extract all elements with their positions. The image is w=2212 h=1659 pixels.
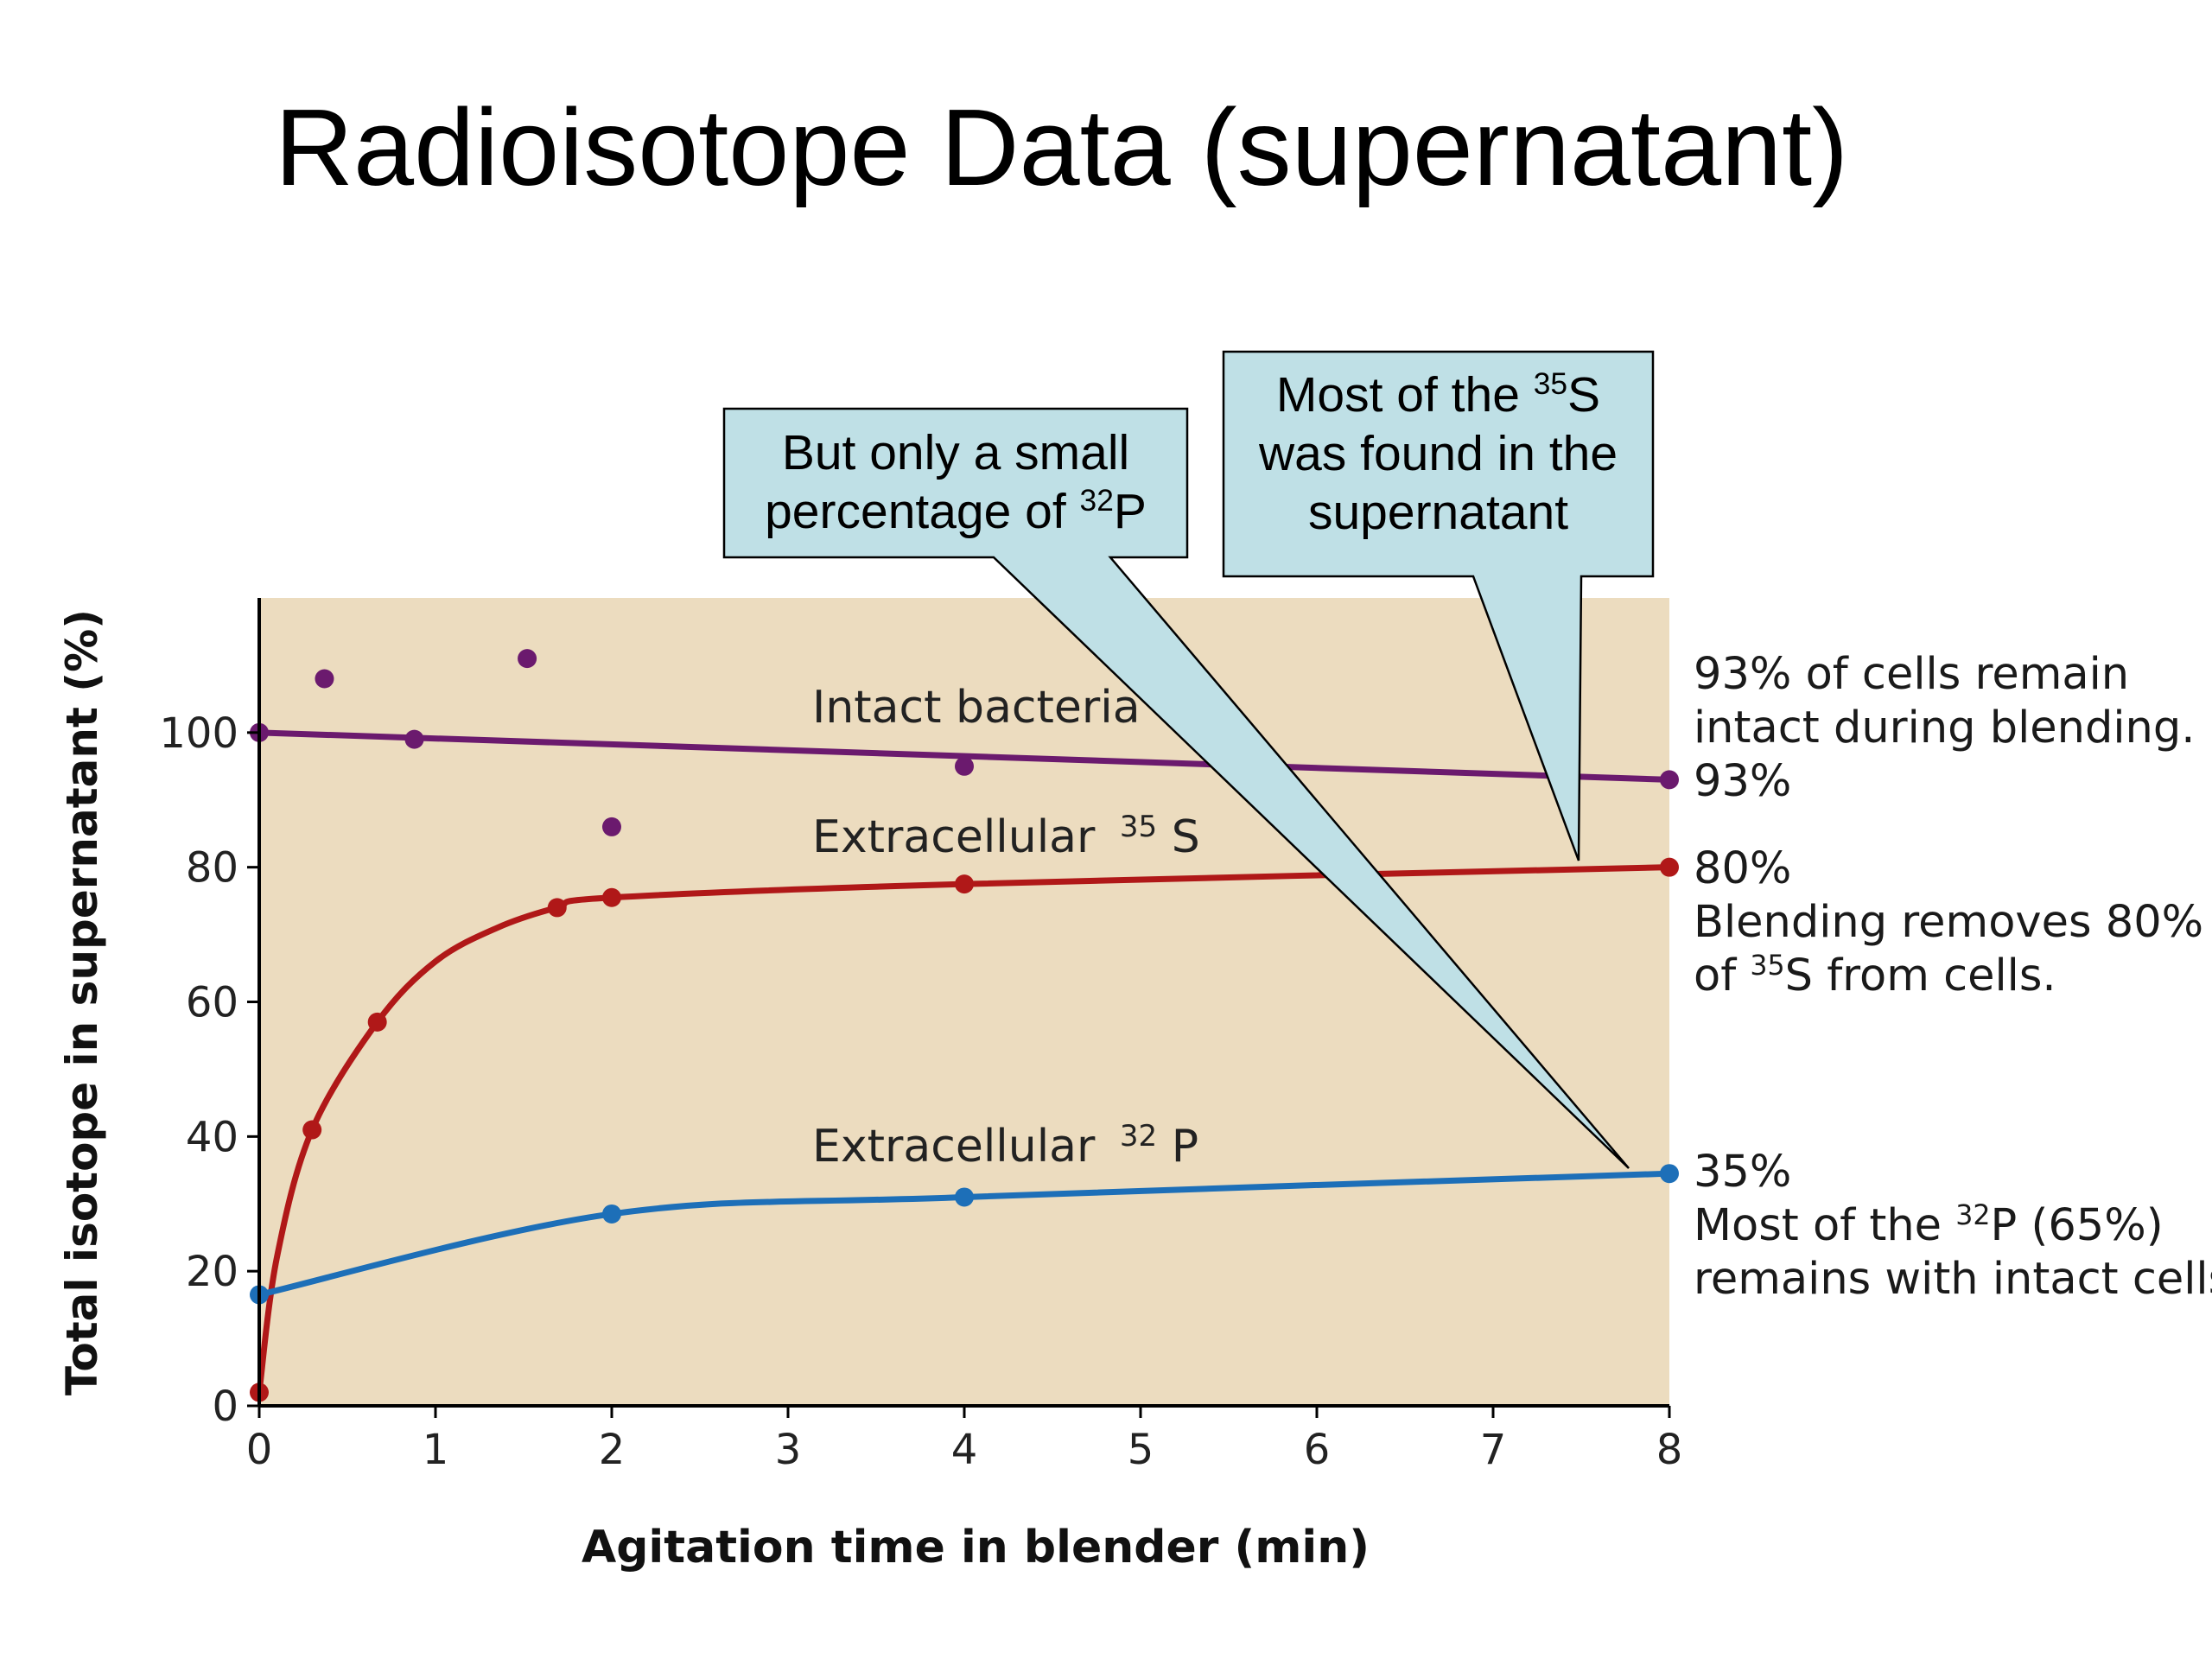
x-tick-label: 1	[423, 1426, 449, 1474]
data-point-series-1	[547, 898, 567, 918]
series-label-extracellular-32p: Extracellular 32 P	[812, 1105, 1198, 1173]
series-label-isotope-mass: 32	[1120, 1119, 1157, 1154]
axis-ticks: 0 20 40 60 80 100 0 1 2 3 4 5 6 7 8	[159, 709, 1682, 1474]
y-tick-label: 60	[186, 979, 238, 1027]
callout-sulfur-line-3: supernatant	[1307, 485, 1569, 540]
plot-background	[259, 598, 1669, 1406]
y-tick-label: 80	[186, 844, 238, 893]
side-note-line: 93% of cells remain	[1694, 649, 2130, 700]
x-tick-label: 0	[246, 1426, 273, 1474]
series-layer	[250, 649, 1679, 1402]
data-point-series-1	[602, 887, 621, 907]
series-label-text: Extracellular	[812, 1121, 1096, 1173]
data-point-series-2	[602, 1204, 621, 1224]
slide-title: Radioisotope Data (supernatant)	[275, 86, 1849, 208]
side-note-line: 80%	[1694, 843, 1792, 894]
y-tick-label: 100	[159, 709, 238, 758]
x-tick-label: 4	[951, 1426, 978, 1474]
side-note-line: Blending removes 80%	[1694, 897, 2204, 948]
side-note-line: remains with intact cells.	[1694, 1254, 2212, 1305]
x-tick-label: 2	[599, 1426, 626, 1474]
series-line-1	[256, 864, 1673, 1395]
callout-sulfur-bubble	[1222, 350, 1655, 861]
y-tick-label: 0	[212, 1382, 238, 1431]
callout-phosphorus-line-2: percentage of 32P	[765, 484, 1147, 539]
callout-sulfur-line-2: was found in the	[1258, 426, 1618, 481]
series-line-2	[256, 1170, 1673, 1298]
side-note-sulfur: 80% Blending removes 80% of 35S from cel…	[1694, 842, 2203, 1003]
side-note-line: 93%	[1694, 756, 1792, 807]
data-point-series-0	[955, 756, 974, 776]
series-label-intact-bacteria: Intact bacteria	[812, 682, 1141, 734]
series-label-isotope-symbol: P	[1172, 1121, 1198, 1173]
callout-sulfur-line-1: Most of the 35S	[1275, 367, 1601, 423]
series-label-isotope-mass: 35	[1120, 810, 1157, 844]
side-note-line: intact during blending.	[1694, 702, 2196, 753]
callout-phosphorus-line-1: But only a small	[781, 425, 1130, 480]
data-point-series-1	[302, 1120, 322, 1140]
series-line-0	[256, 729, 1673, 783]
data-point-series-0	[404, 729, 424, 749]
data-point-series-2	[1660, 1164, 1679, 1184]
data-point-series-0	[315, 669, 334, 689]
series-label-isotope-symbol: S	[1172, 811, 1200, 863]
side-note-bacteria: 93% of cells remain intact during blendi…	[1694, 648, 2195, 809]
y-tick-label: 20	[186, 1248, 238, 1296]
callout-phosphorus-bubble	[722, 407, 1630, 1169]
series-label-text: Intact bacteria	[812, 682, 1141, 734]
callout-phosphorus-text: But only a small percentage of 32P	[724, 423, 1187, 541]
x-axis-title: Agitation time in blender (min)	[582, 1522, 1370, 1573]
x-tick-label: 5	[1128, 1426, 1154, 1474]
callout-sulfur-text: Most of the 35S was found in the superna…	[1224, 365, 1653, 542]
data-point-series-0	[602, 817, 621, 836]
x-tick-label: 7	[1480, 1426, 1507, 1474]
data-point-series-0	[518, 649, 537, 669]
side-note-line: 35%	[1694, 1147, 1792, 1198]
data-point-series-1	[367, 1012, 387, 1032]
series-label-extracellular-35s: Extracellular 35 S	[812, 796, 1200, 863]
side-note-line: Most of the 32P (65%)	[1694, 1200, 2164, 1251]
y-axis-title: Total isotope in supernatant (%)	[57, 609, 107, 1395]
series-label-text: Extracellular	[812, 811, 1096, 863]
x-tick-label: 6	[1304, 1426, 1331, 1474]
data-point-series-0	[1660, 770, 1679, 790]
x-tick-label: 8	[1656, 1426, 1683, 1474]
y-tick-label: 40	[186, 1113, 238, 1161]
data-point-series-2	[955, 1187, 974, 1207]
side-note-line: of 35S from cells.	[1694, 950, 2056, 1001]
data-point-series-1	[1660, 857, 1679, 877]
side-note-phosphorus: 35% Most of the 32P (65%) remains with i…	[1694, 1146, 2212, 1306]
x-tick-label: 3	[775, 1426, 802, 1474]
data-point-series-1	[955, 874, 974, 894]
